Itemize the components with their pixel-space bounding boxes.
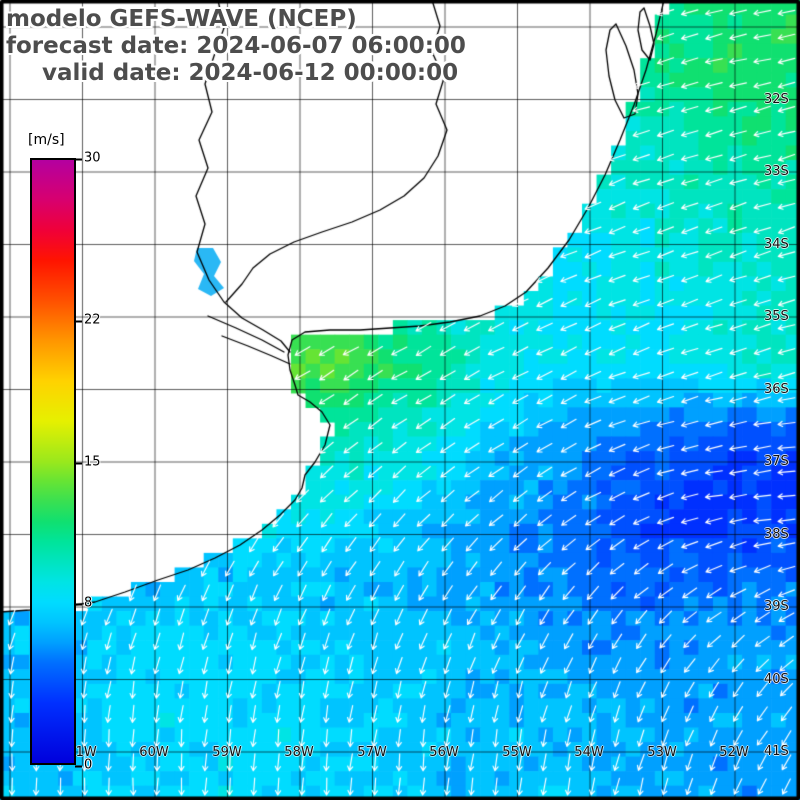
lat-label-38s: 38S (764, 527, 789, 542)
colorbar: [m/s] 30 22 15 8 0 (28, 132, 148, 787)
lat-label-33s: 33S (764, 164, 789, 179)
lat-label-37s: 37S (764, 454, 789, 469)
forecast-date-line: forecast date: 2024-06-07 06:00:00 (6, 33, 466, 59)
lon-label-59w: 59W (212, 745, 242, 760)
lat-label-32s: 32S (764, 92, 789, 107)
lon-label-58w: 58W (284, 745, 314, 760)
lat-label-35s: 35S (764, 309, 789, 324)
colorbar-tick-0: 0 (74, 757, 93, 773)
lon-label-56w: 56W (429, 745, 459, 760)
lat-label-39s: 39S (764, 599, 789, 614)
valid-date-line: valid date: 2024-06-12 00:00:00 (42, 60, 459, 86)
model-title: modelo GEFS-WAVE (NCEP) (6, 6, 357, 32)
colorbar-gradient (30, 158, 76, 765)
colorbar-tick-15: 15 (75, 454, 101, 470)
lon-label-54w: 54W (574, 745, 604, 760)
lon-label-57w: 57W (357, 745, 387, 760)
colorbar-tick-22: 22 (75, 312, 101, 328)
colorbar-tick-8: 8 (74, 595, 93, 611)
lon-label-53w: 53W (647, 745, 677, 760)
lat-label-34s: 34S (764, 237, 789, 252)
lat-label-36s: 36S (764, 382, 789, 397)
colorbar-unit-label: [m/s] (28, 132, 65, 148)
colorbar-tick-30: 30 (75, 150, 101, 166)
lon-label-52w: 52W (719, 745, 749, 760)
lat-label-40s: 40S (764, 672, 789, 687)
lat-label-41s: 41S (764, 744, 789, 759)
forecast-header: modelo GEFS-WAVE (NCEP) forecast date: 2… (6, 6, 466, 87)
lon-label-60w: 60W (139, 745, 169, 760)
lon-label-55w: 55W (502, 745, 532, 760)
